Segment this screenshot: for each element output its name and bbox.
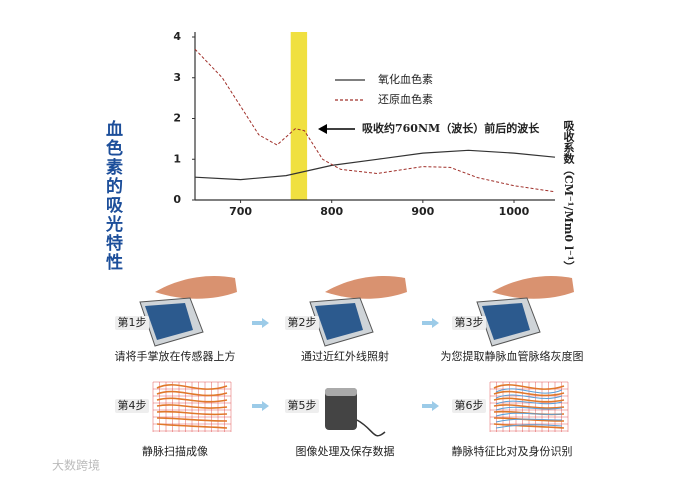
step-label: 第3步 — [455, 315, 484, 329]
vein — [495, 388, 563, 394]
step-caption: 静脉特征比对及身份识别 — [452, 444, 573, 458]
vein — [495, 418, 563, 423]
step-arrow — [252, 318, 269, 328]
vein — [495, 394, 563, 399]
tablet-screen — [145, 303, 193, 340]
y-tick-label: 0 — [173, 193, 181, 206]
hand — [492, 275, 574, 299]
highlight-band — [290, 32, 308, 200]
annotation: 吸收约760NM（波长）前后的波长 — [362, 121, 540, 135]
vein — [493, 397, 565, 403]
vein — [493, 384, 565, 390]
cable — [356, 419, 386, 437]
step-label-box — [452, 399, 486, 413]
vein — [493, 390, 565, 397]
vein — [156, 423, 228, 429]
device — [325, 388, 357, 430]
legend-label: 还原血色素 — [378, 92, 433, 106]
x-tick-label: 700 — [229, 205, 252, 218]
y-tick-label: 3 — [173, 71, 181, 84]
y-tick-label: 2 — [173, 112, 181, 125]
y-axis-label: 吸收系数（CM⁻¹/Mm0 l⁻¹） — [562, 120, 576, 272]
step-caption: 为您提取静脉血管脉络灰度图 — [441, 349, 584, 363]
vein — [156, 397, 228, 403]
series-line — [194, 149, 556, 181]
vein — [156, 390, 228, 397]
step-label: 第1步 — [118, 315, 147, 329]
device-top — [325, 388, 357, 396]
hand — [155, 275, 237, 299]
y-tick-label: 4 — [173, 30, 181, 43]
step-label: 第5步 — [288, 398, 317, 412]
vein — [156, 384, 228, 390]
step-caption: 请将手掌放在传感器上方 — [115, 349, 236, 363]
step-caption: 图像处理及保存数据 — [296, 444, 395, 458]
vein — [495, 406, 563, 411]
vein — [495, 400, 563, 405]
tablet-screen — [482, 303, 530, 340]
legend-label: 氧化血色素 — [378, 72, 433, 86]
step-label-box — [285, 316, 319, 330]
step-arrow — [252, 401, 269, 411]
vein — [493, 404, 565, 409]
vein — [156, 404, 228, 409]
chart-title: 血色素的吸光特性 — [102, 119, 124, 272]
vein — [495, 424, 563, 429]
step-label: 第4步 — [118, 398, 147, 412]
series-line — [194, 48, 556, 193]
step-caption: 通过近红外线照射 — [301, 349, 389, 363]
step-arrow — [422, 401, 439, 411]
x-tick-label: 900 — [411, 205, 434, 218]
step-label: 第6步 — [455, 398, 484, 412]
vein — [156, 410, 228, 416]
annotation-arrowhead — [318, 124, 327, 134]
watermark: 大数跨境 — [52, 458, 100, 473]
tablet-screen — [315, 303, 363, 340]
step-label-box — [285, 399, 319, 413]
step-label-box — [115, 399, 149, 413]
step-arrow — [422, 318, 439, 328]
x-tick-label: 1000 — [499, 205, 530, 218]
x-tick-label: 800 — [320, 205, 343, 218]
hand — [325, 275, 407, 299]
y-tick-label: 1 — [173, 152, 181, 165]
step-label-box — [452, 316, 486, 330]
step-label: 第2步 — [288, 315, 317, 329]
step-label-box — [115, 316, 149, 330]
vein — [156, 417, 228, 422]
step-caption: 静脉扫描成像 — [142, 444, 208, 458]
vein — [493, 423, 565, 429]
vein — [495, 412, 563, 417]
